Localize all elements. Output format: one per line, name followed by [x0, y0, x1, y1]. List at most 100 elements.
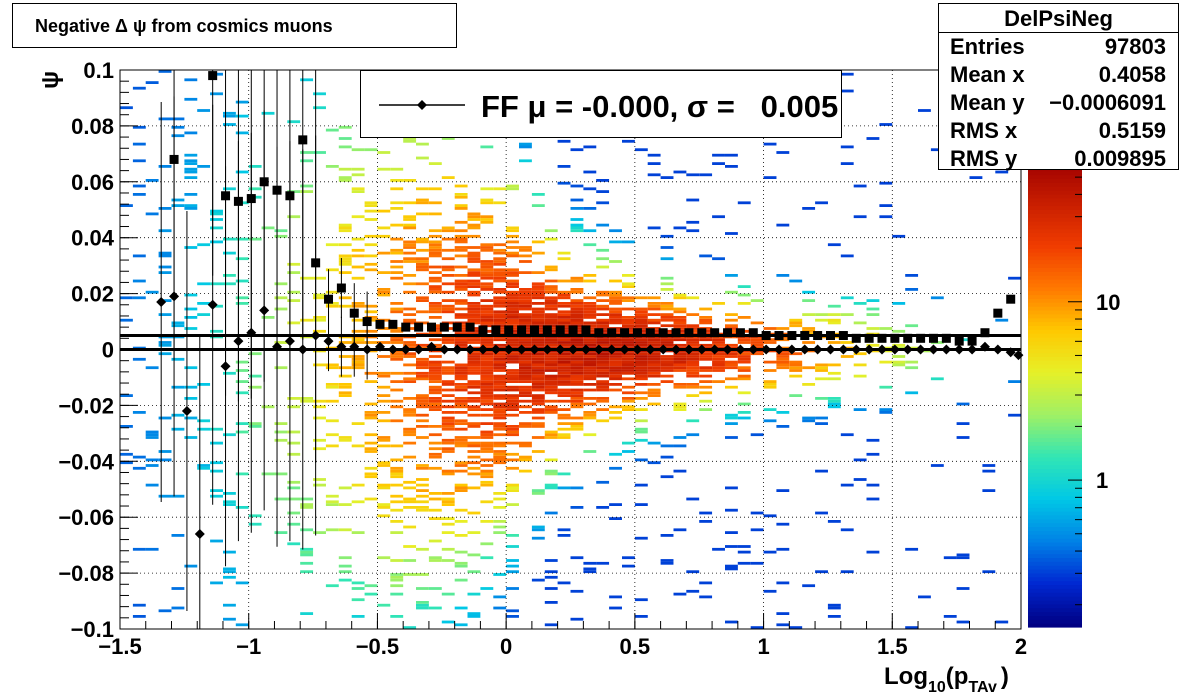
heatmap-cell	[493, 374, 507, 378]
heatmap-cell	[248, 422, 262, 425]
heatmap-cell	[454, 461, 468, 465]
heatmap-cell	[493, 318, 507, 322]
heatmap-cell	[519, 299, 532, 302]
heatmap-cell	[158, 265, 172, 269]
heatmap-cell	[840, 89, 854, 93]
heatmap-cell	[480, 374, 494, 378]
heatmap-cell	[338, 262, 352, 266]
heatmap-cell	[506, 397, 519, 400]
heatmap-cell	[416, 399, 429, 403]
data-point-square	[426, 322, 436, 332]
heatmap-cell	[506, 466, 519, 470]
heatmap-cell	[467, 360, 481, 364]
heatmap-cell	[158, 341, 172, 344]
heatmap-cell	[519, 360, 532, 364]
heatmap-cell	[403, 408, 417, 411]
heatmap-cell	[737, 285, 751, 288]
heatmap-cell	[493, 321, 507, 325]
heatmap-cell	[493, 394, 507, 397]
data-point-square	[826, 331, 836, 341]
heatmap-cell	[171, 204, 185, 207]
heatmap-cell	[892, 329, 906, 333]
heatmap-cell	[557, 436, 571, 439]
heatmap-cell	[467, 316, 481, 319]
heatmap-cell	[802, 207, 816, 210]
heatmap-cell	[570, 302, 584, 305]
heatmap-cell	[223, 500, 236, 504]
heatmap-cell	[171, 198, 185, 202]
heatmap-cell	[686, 324, 700, 328]
heatmap-cell	[866, 343, 880, 347]
colorbar-segment	[1028, 267, 1082, 272]
heatmap-cell	[531, 385, 545, 389]
heatmap-cell	[364, 243, 378, 247]
heatmap-cell	[441, 383, 455, 386]
colorbar-segment	[1028, 379, 1082, 384]
heatmap-cell	[171, 324, 185, 328]
heatmap-cell	[428, 369, 442, 372]
heatmap-cell	[467, 257, 481, 261]
heatmap-cell	[145, 483, 159, 487]
heatmap-cell	[428, 279, 442, 283]
heatmap-cell	[557, 363, 571, 367]
data-point-square	[439, 322, 449, 332]
colorbar-segment	[1028, 584, 1082, 589]
data-point-diamond	[967, 344, 978, 355]
heatmap-cell	[519, 458, 532, 462]
data-point-square	[233, 196, 243, 206]
heatmap-cell	[506, 399, 519, 403]
heatmap-cell	[428, 276, 442, 280]
heatmap-cell	[699, 357, 713, 361]
heatmap-cell	[622, 377, 635, 381]
heatmap-cell	[544, 307, 558, 311]
stats-row: RMS y 0.009895	[939, 145, 1178, 173]
heatmap-cell	[725, 508, 738, 512]
heatmap-cell	[351, 254, 365, 258]
heatmap-cell	[750, 352, 764, 356]
heatmap-cell	[827, 520, 841, 523]
heatmap-cell	[197, 464, 211, 467]
heatmap-cell	[531, 341, 545, 344]
heatmap-cell	[467, 226, 481, 230]
heatmap-cell	[660, 444, 674, 448]
heatmap-cell	[235, 100, 249, 104]
heatmap-cell	[660, 380, 674, 383]
heatmap-cell	[506, 251, 519, 255]
heatmap-cell	[428, 508, 442, 512]
legend-text: FF μ = -0.000, σ = 0.005	[481, 89, 839, 124]
heatmap-cell	[454, 193, 468, 196]
heatmap-cell	[454, 248, 468, 252]
heatmap-cell	[725, 620, 738, 624]
heatmap-cell	[634, 307, 648, 311]
heatmap-cell	[480, 587, 494, 590]
heatmap-cell	[634, 148, 648, 152]
heatmap-cell	[338, 355, 352, 358]
heatmap-cell	[544, 355, 558, 358]
heatmap-cell	[776, 489, 790, 492]
heatmap-cell	[827, 371, 841, 375]
heatmap-cell	[467, 307, 481, 311]
heatmap-cell	[287, 522, 301, 526]
heatmap-cell	[544, 313, 558, 316]
colorbar-segment	[1028, 530, 1082, 535]
heatmap-cell	[403, 179, 417, 182]
colorbar-segment	[1028, 549, 1082, 555]
heatmap-cell	[454, 234, 468, 238]
heatmap-cell	[480, 380, 494, 383]
data-point-square	[877, 333, 887, 343]
heatmap-cell	[441, 268, 455, 272]
heatmap-cell	[377, 209, 391, 213]
heatmap-cell	[287, 441, 301, 445]
heatmap-cell	[789, 374, 803, 378]
colorbar-segment	[1028, 367, 1082, 373]
data-point-diamond	[825, 344, 836, 355]
colorbar-segment	[1028, 553, 1082, 558]
heatmap-cell	[660, 313, 674, 316]
heatmap-cell	[210, 329, 223, 333]
heatmap-cell	[583, 341, 597, 344]
heatmap-cell	[351, 615, 365, 618]
heatmap-cell	[480, 408, 494, 411]
heatmap-cell	[493, 383, 507, 386]
heatmap-cell	[416, 374, 429, 378]
heatmap-cell	[763, 360, 777, 364]
